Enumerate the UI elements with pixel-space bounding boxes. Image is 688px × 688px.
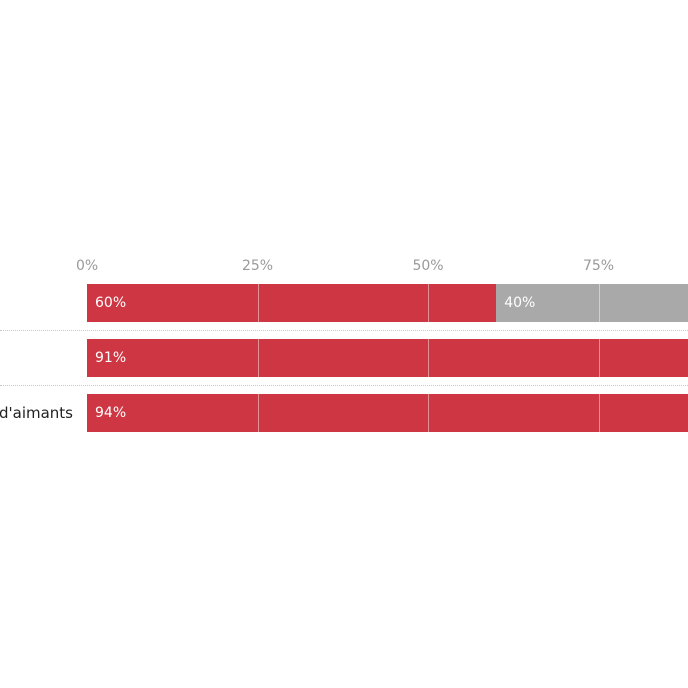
x-tick-label: 25% bbox=[241, 258, 274, 274]
gridline bbox=[257, 394, 259, 432]
row-separator bbox=[0, 385, 688, 386]
gridline bbox=[428, 394, 429, 432]
bar-segment-secondary bbox=[496, 284, 688, 322]
gridline bbox=[257, 284, 259, 322]
bar-segment-primary bbox=[87, 394, 688, 432]
bar-segment-primary bbox=[87, 339, 688, 377]
gridline bbox=[598, 339, 600, 377]
data-label: 40% bbox=[504, 295, 536, 311]
x-tick-label: 75% bbox=[582, 258, 615, 274]
x-tick-label: 50% bbox=[412, 258, 444, 274]
data-label: 60% bbox=[95, 295, 127, 311]
gridline bbox=[257, 339, 259, 377]
gridline bbox=[598, 284, 600, 322]
data-label: 94% bbox=[95, 405, 127, 421]
bar-segment-primary bbox=[87, 284, 497, 322]
x-tick-label: 0% bbox=[76, 258, 99, 274]
category-label: d'aimants bbox=[0, 404, 73, 422]
data-label: 91% bbox=[95, 350, 127, 366]
gridline bbox=[428, 339, 429, 377]
gridline bbox=[598, 394, 600, 432]
row-separator bbox=[0, 330, 688, 331]
gridline bbox=[428, 284, 429, 322]
